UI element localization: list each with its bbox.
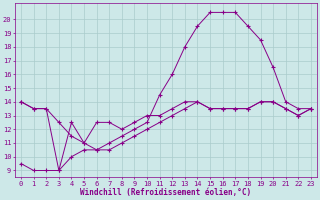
X-axis label: Windchill (Refroidissement éolien,°C): Windchill (Refroidissement éolien,°C) [80,188,252,197]
